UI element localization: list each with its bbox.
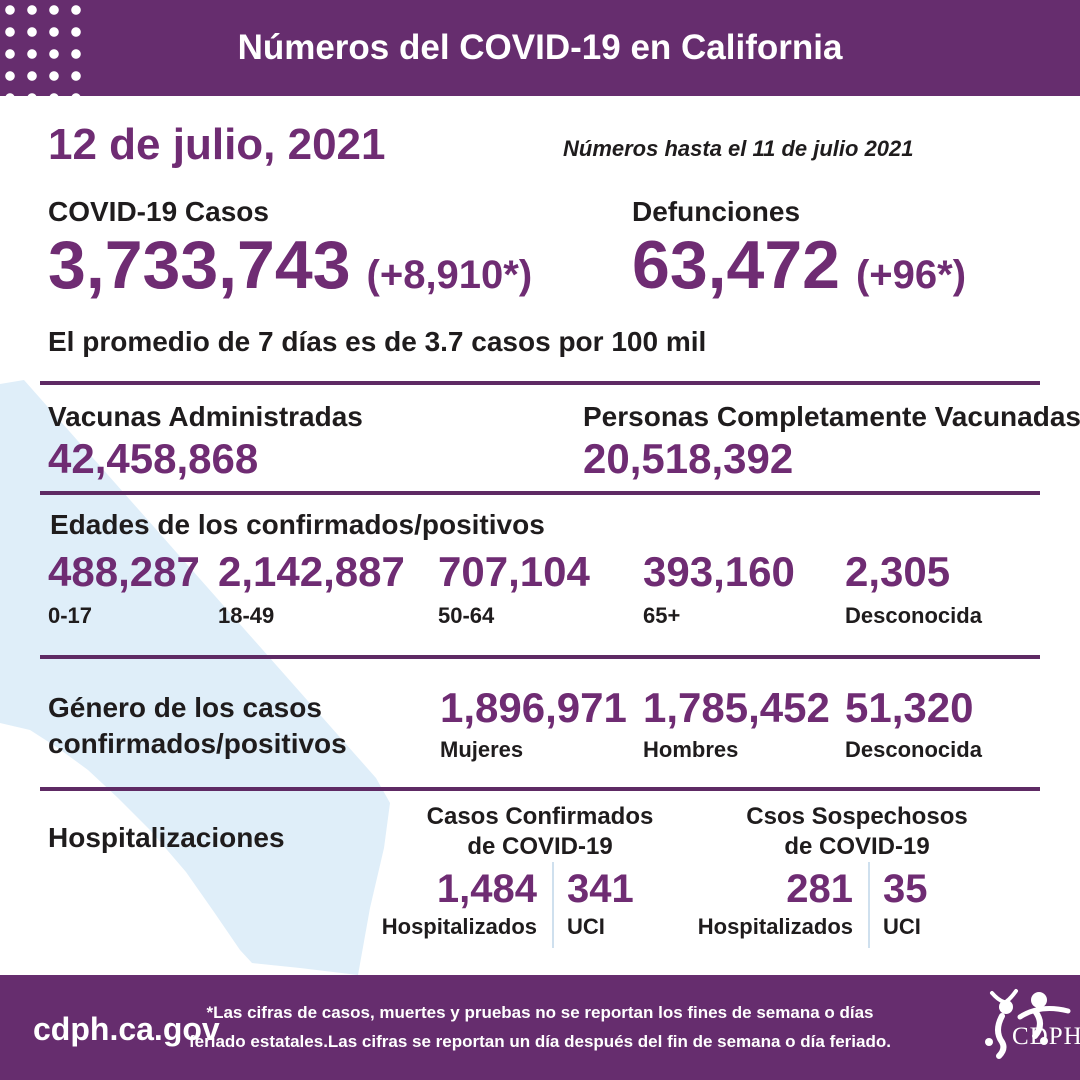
deaths-delta-value: (+96*) bbox=[855, 253, 967, 297]
suspected-cases-header: Csos Sospechosos de COVID-19 bbox=[742, 802, 972, 862]
footnote: *Las cifras de casos, muertes y pruebas … bbox=[150, 998, 930, 1056]
divider-line bbox=[40, 655, 1040, 659]
confirmed-header-line1: Casos Confirmados bbox=[426, 803, 654, 830]
footnote-line2: feriado estatales.Las cifras se reportan… bbox=[189, 1032, 891, 1051]
suspected-icu-value: 35 bbox=[883, 867, 928, 911]
footer-bar: cdph.ca.gov *Las cifras de casos, muerte… bbox=[0, 975, 1080, 1080]
report-date: 12 de julio, 2021 bbox=[48, 120, 386, 169]
gender-title-line2: confirmados/positivos bbox=[48, 728, 347, 759]
hospitalizations-title: Hospitalizaciones bbox=[48, 822, 285, 853]
vertical-divider bbox=[552, 862, 554, 948]
gender-group-label: Mujeres bbox=[440, 737, 524, 762]
deaths-label: Defunciones bbox=[632, 196, 801, 227]
footnote-line1: *Las cifras de casos, muertes y pruebas … bbox=[206, 1003, 874, 1022]
confirmed-hospitalized-value: 1,484 bbox=[436, 867, 537, 911]
dots-pattern-icon bbox=[0, 0, 87, 96]
confirmed-hospitalized-label: Hospitalizados bbox=[381, 914, 537, 939]
divider-line bbox=[40, 381, 1040, 385]
fully-vaccinated-value: 20,518,392 bbox=[583, 435, 794, 482]
age-group-value: 707,104 bbox=[438, 548, 590, 595]
age-group-value: 393,160 bbox=[643, 548, 795, 595]
data-as-of-note: Números hasta el 11 de julio 2021 bbox=[563, 136, 914, 161]
california-map-silhouette bbox=[0, 380, 390, 975]
age-group-label: 0-17 bbox=[48, 603, 93, 628]
cases-delta-value: (+8,910*) bbox=[366, 253, 533, 297]
confirmed-header-line2: de COVID-19 bbox=[467, 833, 613, 860]
age-group-value: 488,287 bbox=[48, 548, 200, 595]
age-group-label: 50-64 bbox=[438, 603, 495, 628]
confirmed-icu-value: 341 bbox=[567, 867, 634, 911]
age-group-label: 18-49 bbox=[218, 603, 275, 628]
confirmed-cases-header: Casos Confirmados de COVID-19 bbox=[425, 802, 655, 862]
cdph-website-text: cdph.ca.gov bbox=[33, 1011, 220, 1047]
divider-line bbox=[40, 787, 1040, 791]
ages-section-title: Edades de los confirmados/positivos bbox=[50, 509, 545, 540]
gender-title-line1: Género de los casos bbox=[48, 692, 322, 723]
suspected-hospitalized-label: Hospitalizados bbox=[697, 914, 853, 939]
suspected-header-line1: Csos Sospechosos bbox=[746, 803, 968, 830]
age-group-value: 2,305 bbox=[845, 548, 951, 595]
seven-day-average-note: El promedio de 7 días es de 3.7 casos po… bbox=[48, 326, 707, 357]
suspected-hospitalized-value: 281 bbox=[786, 867, 853, 911]
gender-section-title: Género de los casos confirmados/positivo… bbox=[48, 690, 347, 762]
suspected-header-line2: de COVID-19 bbox=[784, 833, 930, 860]
age-group-label: 65+ bbox=[643, 603, 681, 628]
vaccines-administered-value: 42,458,868 bbox=[48, 435, 259, 482]
gender-group-value: 1,896,971 bbox=[440, 684, 627, 731]
deaths-total-row: 63,472 (+96*) bbox=[632, 227, 967, 303]
cdph-logo-figures-icon bbox=[985, 989, 1071, 1059]
divider-line bbox=[40, 491, 1040, 495]
gender-group-value: 1,785,452 bbox=[643, 684, 830, 731]
gender-group-value: 51,320 bbox=[845, 684, 974, 731]
gender-group-label: Hombres bbox=[643, 737, 739, 762]
page-title: Números del COVID-19 en California bbox=[237, 28, 843, 67]
cdph-logo-text: CDPH bbox=[1012, 1023, 1080, 1050]
cases-total-value: 3,733,743 bbox=[48, 227, 351, 303]
vaccines-administered-label: Vacunas Administradas bbox=[48, 401, 363, 432]
vertical-divider bbox=[868, 862, 870, 948]
age-group-value: 2,142,887 bbox=[218, 548, 405, 595]
suspected-icu-label: UCI bbox=[883, 914, 921, 939]
header-bar: Números del COVID-19 en California bbox=[0, 0, 1080, 96]
cases-total-row: 3,733,743 (+8,910*) bbox=[48, 227, 533, 303]
cdph-logo: CDPH bbox=[982, 987, 1080, 1067]
cases-label: COVID-19 Casos bbox=[48, 196, 269, 227]
age-group-label: Desconocida bbox=[845, 603, 982, 628]
gender-group-label: Desconocida bbox=[845, 737, 982, 762]
confirmed-icu-label: UCI bbox=[567, 914, 605, 939]
deaths-total-value: 63,472 bbox=[632, 227, 840, 303]
fully-vaccinated-label: Personas Completamente Vacunadas bbox=[583, 401, 1080, 432]
